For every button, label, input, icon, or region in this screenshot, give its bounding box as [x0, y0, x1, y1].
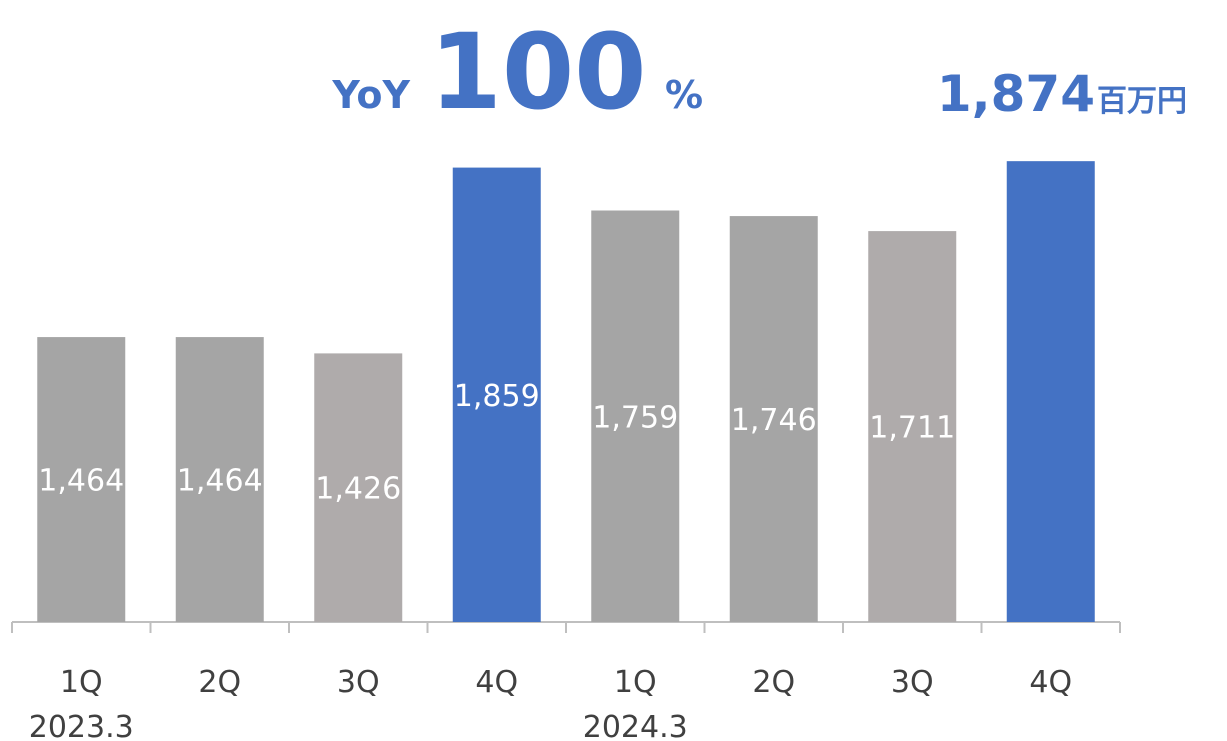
yoy-unit: % [665, 73, 703, 117]
x-tick-label: 2Q [198, 665, 241, 700]
latest-unit: 百万円 [1097, 84, 1187, 119]
bar [452, 167, 541, 623]
yoy-value: 100 [429, 11, 646, 133]
bar [729, 216, 818, 622]
x-tick-label: 1Q [60, 665, 103, 700]
bar-value-label: 1,759 [592, 400, 678, 435]
bar [868, 231, 957, 622]
bar-value-label: 1,464 [38, 464, 124, 499]
bar [314, 353, 403, 622]
bar-value-label: 1,859 [454, 379, 540, 414]
latest-value: 1,874 [937, 65, 1095, 123]
x-tick-label: 1Q [614, 665, 657, 700]
x-tick-label: 3Q [891, 665, 934, 700]
x-tick-label: 4Q [1029, 665, 1072, 700]
x-group-label: 2024.3 [583, 710, 688, 741]
bar-value-label: 1,426 [315, 472, 401, 507]
x-group-label: 2023.3 [29, 710, 134, 741]
x-tick-label: 3Q [337, 665, 380, 700]
bar-value-label: 1,464 [177, 464, 263, 499]
yoy-label: YoY [331, 73, 410, 117]
bar [1006, 161, 1095, 622]
x-tick-label: 4Q [475, 665, 518, 700]
bar-value-label: 1,746 [731, 403, 817, 438]
bar-value-label: 1,711 [869, 411, 955, 446]
bar [591, 210, 680, 622]
bar [37, 337, 126, 622]
bar [175, 337, 264, 622]
x-tick-label: 2Q [752, 665, 795, 700]
